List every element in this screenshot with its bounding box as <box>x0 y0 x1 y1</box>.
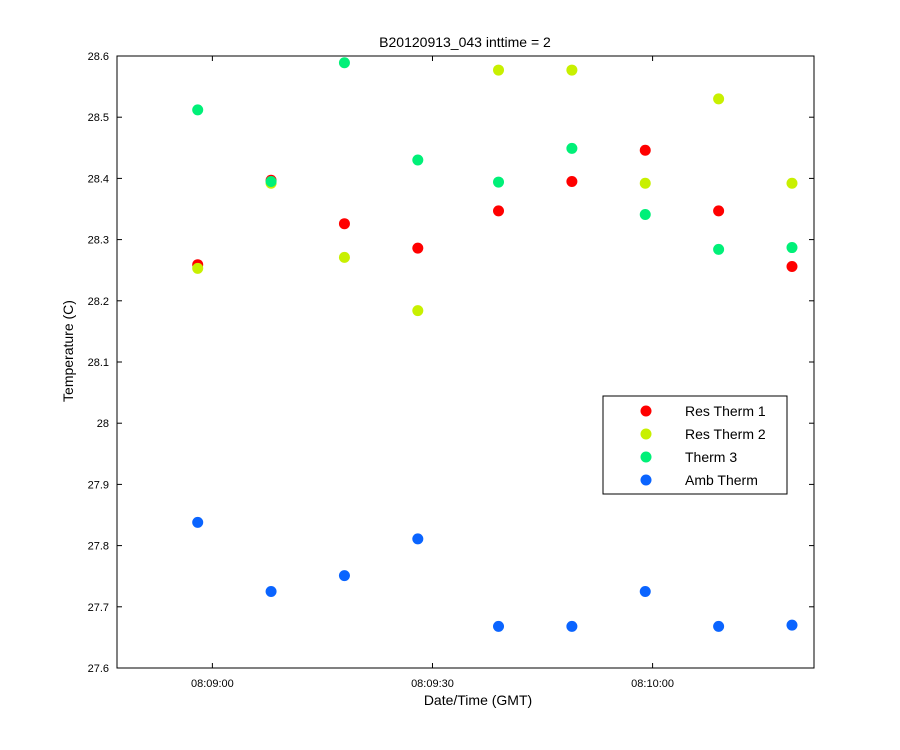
data-point <box>338 251 350 263</box>
data-point <box>566 64 578 76</box>
legend-marker <box>640 474 652 486</box>
data-point <box>338 57 350 69</box>
x-tick-label: 08:09:30 <box>411 678 454 690</box>
data-point <box>566 620 578 632</box>
data-point <box>192 262 204 274</box>
y-tick-label: 27.8 <box>88 541 109 553</box>
data-point <box>713 205 725 217</box>
data-point <box>493 64 505 76</box>
x-tick-label: 08:09:00 <box>191 678 234 690</box>
x-axis-label: Date/Time (GMT) <box>424 692 532 708</box>
data-point <box>713 243 725 255</box>
data-point <box>493 620 505 632</box>
series-therm-3 <box>192 57 798 255</box>
data-point <box>192 104 204 116</box>
series-amb-therm <box>192 516 798 632</box>
data-point <box>493 205 505 217</box>
legend-marker <box>640 405 652 417</box>
data-point <box>412 305 424 317</box>
x-tick-label: 08:10:00 <box>631 678 674 690</box>
data-point <box>786 242 798 254</box>
data-point <box>338 218 350 230</box>
data-point <box>566 142 578 154</box>
y-axis: 27.6 27.7 27.8 27.9 28 28.1 28.2 28.3 28.4 28.5 28… <box>88 51 814 675</box>
data-point <box>713 620 725 632</box>
data-point <box>639 209 651 221</box>
data-point <box>639 177 651 189</box>
legend-label: Res Therm 2 <box>685 426 766 442</box>
data-point <box>265 175 277 187</box>
data-point <box>412 154 424 166</box>
series-res-therm-1 <box>192 144 798 273</box>
data-point <box>412 533 424 545</box>
data-point <box>338 570 350 582</box>
x-axis: 08:09:00 08:09:30 08:10:00 <box>191 56 674 690</box>
data-point <box>192 516 204 528</box>
legend-marker <box>640 451 652 463</box>
data-point <box>786 261 798 273</box>
legend-marker <box>640 428 652 440</box>
y-tick-label: 28.4 <box>88 173 109 185</box>
legend-label: Amb Therm <box>685 472 758 488</box>
data-point <box>493 176 505 188</box>
y-tick-label: 28 <box>97 418 109 430</box>
data-point <box>639 144 651 156</box>
data-point <box>786 177 798 189</box>
data-point <box>412 242 424 254</box>
y-tick-label: 28.5 <box>88 112 109 124</box>
data-point <box>566 175 578 187</box>
data-point <box>786 619 798 631</box>
y-tick-label: 27.9 <box>88 479 109 491</box>
data-point <box>639 586 651 597</box>
legend-label: Res Therm 1 <box>685 403 766 419</box>
data-point <box>713 93 725 105</box>
y-axis-label: Temperature (C) <box>60 300 76 402</box>
y-tick-label: 28.2 <box>88 296 109 308</box>
data-points <box>192 57 798 632</box>
y-tick-label: 27.7 <box>88 602 109 614</box>
y-tick-label: 28.3 <box>88 235 109 247</box>
legend: Res Therm 1 Res Therm 2 Therm 3 Amb Therm <box>602 395 788 495</box>
y-tick-label: 28.1 <box>88 357 109 369</box>
y-tick-label: 28.6 <box>88 51 109 63</box>
y-tick-label: 27.6 <box>88 663 109 675</box>
plot-background <box>116 55 815 669</box>
data-point <box>265 586 277 597</box>
legend-box <box>602 395 788 495</box>
chart-title: B20120913_043 inttime = 2 <box>379 34 551 50</box>
legend-label: Therm 3 <box>685 449 737 465</box>
